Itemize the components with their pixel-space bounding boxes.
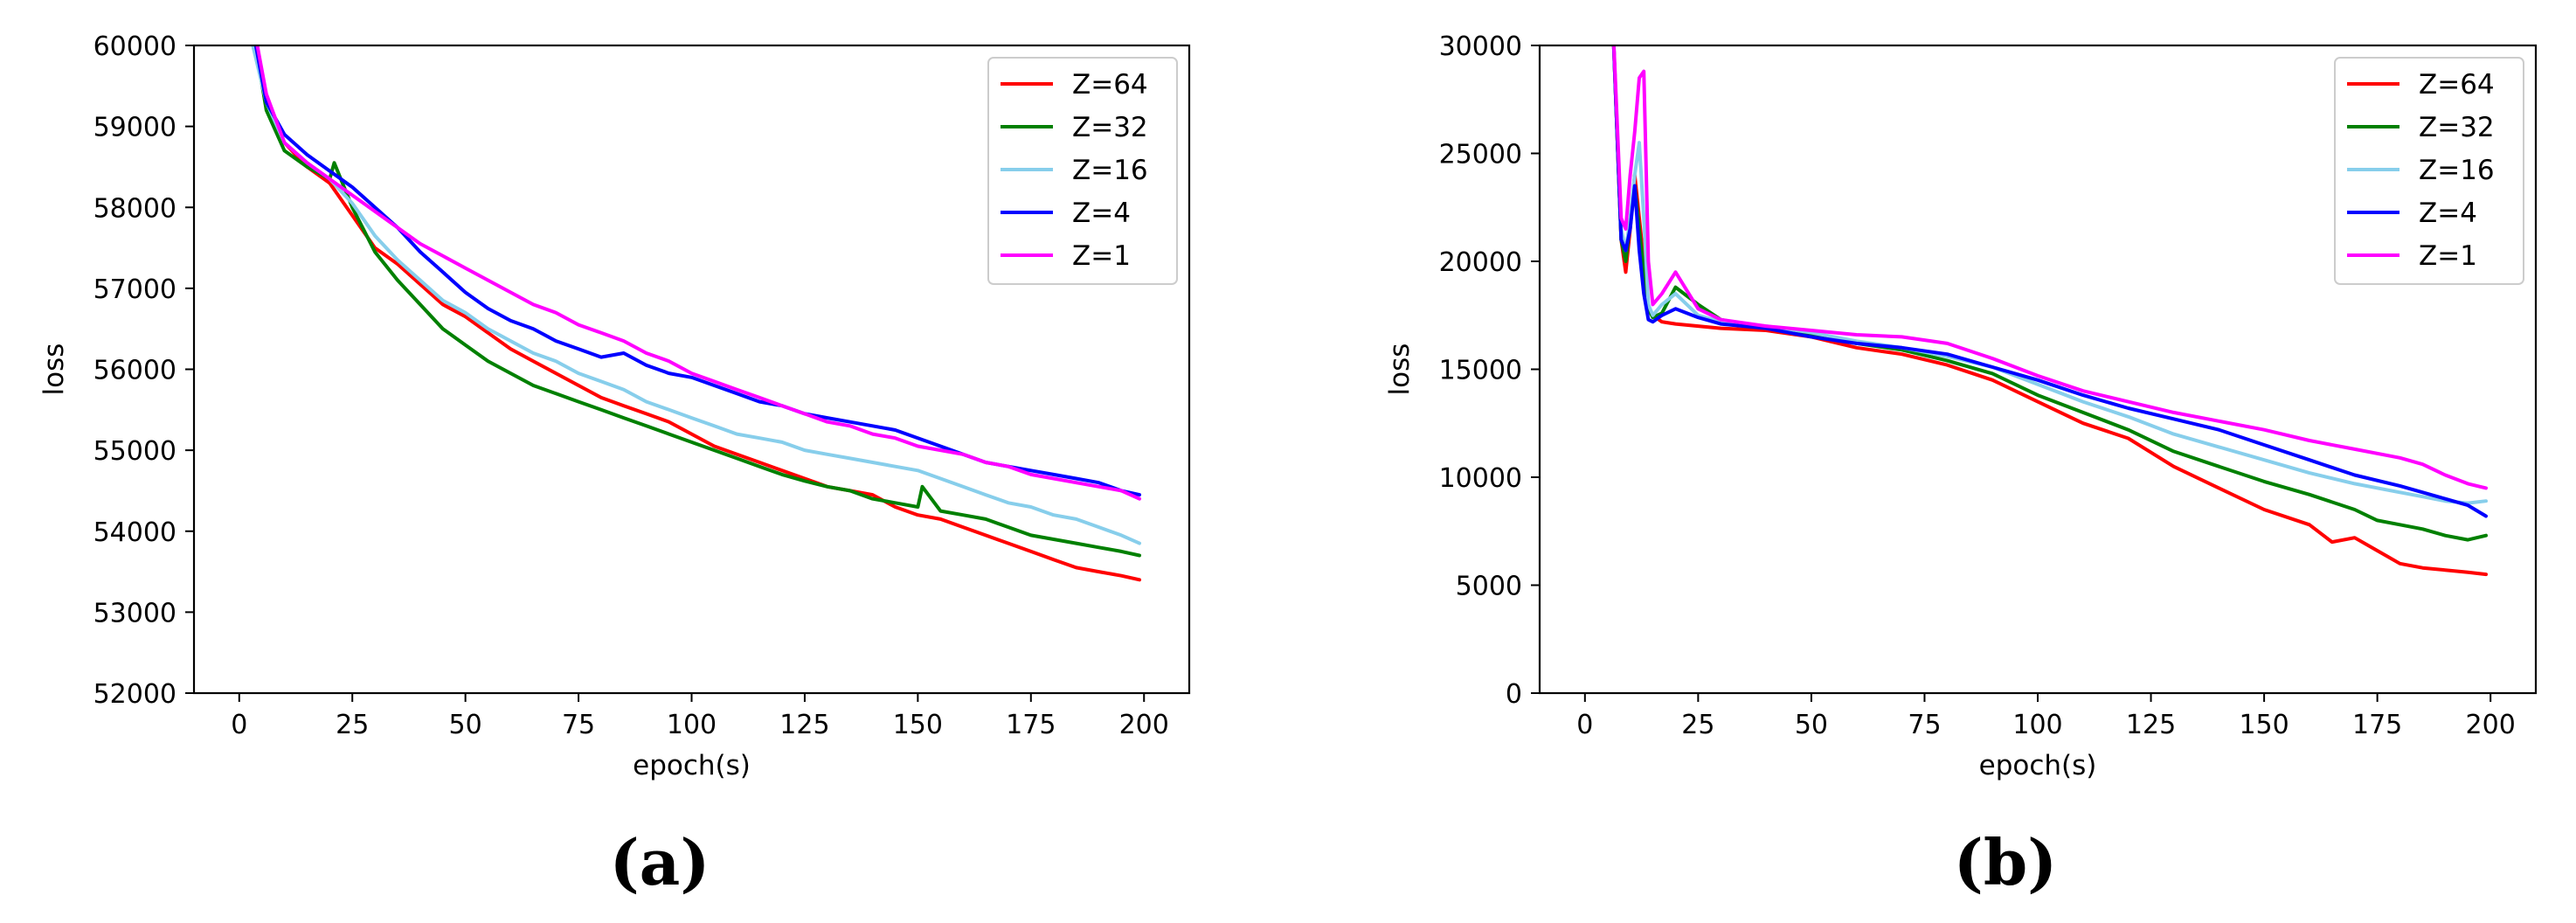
x-tick-label: 0	[231, 710, 247, 740]
y-tick-label: 55000	[93, 436, 177, 467]
y-tick-label: 53000	[93, 598, 177, 628]
legend-label: Z=16	[1072, 155, 1148, 186]
x-tick-label: 175	[1006, 710, 1056, 740]
chart-panel-b: 0 25 50 75 100 125 150 175 200 0 5000 10000 15000 200…	[1384, 3, 2536, 899]
x-axis-label: epoch(s)	[1979, 750, 2097, 781]
x-tick-label: 0	[1576, 710, 1593, 740]
y-tick-label: 0	[1506, 679, 1522, 710]
x-tick-label: 100	[667, 710, 717, 740]
x-tick-label: 150	[2239, 710, 2289, 740]
x-tick-label: 125	[779, 710, 829, 740]
x-tick-label: 150	[893, 710, 943, 740]
chart-panel-a: 0 25 50 75 100 125 150 175 200 52000 53000 54000 550…	[38, 0, 1189, 899]
x-tick-label: 25	[336, 710, 369, 740]
panel-label: (b)	[1954, 825, 2057, 899]
y-tick-label: 25000	[1439, 140, 1522, 170]
x-tick-label: 200	[1119, 710, 1169, 740]
x-tick-label: 25	[1681, 710, 1714, 740]
y-tick-label: 54000	[93, 517, 177, 548]
y-tick-label: 58000	[93, 193, 177, 224]
panel-label: (a)	[610, 825, 710, 899]
y-tick-label: 15000	[1439, 356, 1522, 386]
legend-label: Z=1	[1072, 240, 1131, 272]
y-tick-label: 56000	[93, 356, 177, 386]
x-tick-label: 50	[1795, 710, 1828, 740]
y-tick-label: 59000	[93, 113, 177, 143]
legend-label: Z=16	[2419, 155, 2495, 186]
x-tick-label: 200	[2466, 710, 2516, 740]
legend-label: Z=4	[2419, 198, 2477, 229]
legend: Z=64 Z=32 Z=16 Z=4 Z=1	[988, 58, 1177, 284]
y-tick-label: 60000	[93, 31, 177, 62]
y-axis-label: loss	[1384, 344, 1416, 396]
legend-label: Z=64	[1072, 69, 1148, 101]
legend-label: Z=32	[2419, 112, 2495, 143]
x-tick-label: 100	[2012, 710, 2062, 740]
y-tick-label: 30000	[1439, 31, 1522, 62]
x-tick-label: 175	[2352, 710, 2402, 740]
x-tick-label: 125	[2126, 710, 2176, 740]
x-tick-label: 75	[562, 710, 595, 740]
y-tick-label: 57000	[93, 274, 177, 305]
legend-label: Z=4	[1072, 198, 1131, 229]
legend-label: Z=1	[2419, 240, 2477, 272]
x-tick-label: 75	[1908, 710, 1941, 740]
y-tick-label: 20000	[1439, 247, 1522, 278]
legend: Z=64 Z=32 Z=16 Z=4 Z=1	[2335, 58, 2524, 284]
x-axis-label: epoch(s)	[633, 750, 751, 781]
x-tick-label: 50	[449, 710, 482, 740]
legend-label: Z=32	[1072, 112, 1148, 143]
y-tick-label: 52000	[93, 679, 177, 710]
y-tick-label: 5000	[1456, 572, 1522, 602]
y-axis-label: loss	[38, 344, 70, 396]
legend-label: Z=64	[2419, 69, 2495, 101]
y-tick-label: 10000	[1439, 463, 1522, 494]
